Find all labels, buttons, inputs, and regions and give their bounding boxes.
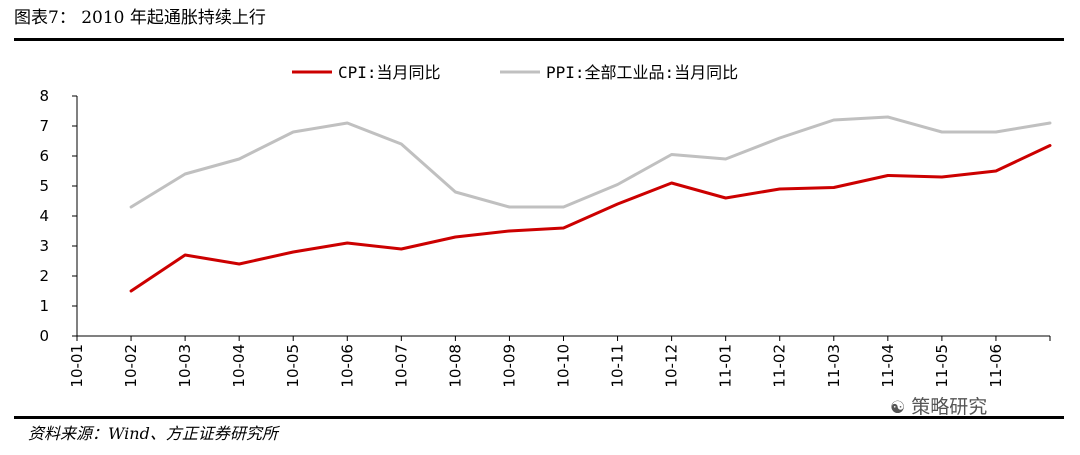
- x-tick-label: 10-04: [230, 344, 248, 388]
- x-tick-label: 11-03: [825, 344, 843, 388]
- source-note: 资料来源：Wind、方正证券研究所: [28, 424, 278, 443]
- x-tick-label: 11-04: [879, 344, 897, 388]
- watermark: ☯ 策略研究: [890, 392, 987, 419]
- y-tick-label: 5: [39, 177, 49, 195]
- legend-label: PPI:全部工业品:当月同比: [546, 63, 738, 82]
- x-tick-label: 10-05: [284, 344, 302, 388]
- x-tick-label: 11-06: [987, 344, 1005, 388]
- x-tick-label: 11-02: [771, 344, 789, 388]
- x-tick-label: 10-11: [609, 344, 627, 388]
- series-line: [129, 144, 1052, 293]
- y-tick-label: 4: [39, 207, 49, 225]
- x-tick-label: 10-02: [122, 344, 140, 388]
- x-tick-label: 10-03: [176, 344, 194, 388]
- y-tick-label: 2: [39, 267, 49, 285]
- y-tick-label: 1: [39, 297, 49, 315]
- bottom-rule: [14, 416, 1064, 419]
- x-tick-label: 10-08: [446, 344, 464, 388]
- x-tick-label: 10-09: [500, 344, 518, 388]
- x-tick-label: 11-05: [933, 344, 951, 388]
- x-tick-label: 10-07: [392, 344, 410, 388]
- series-line: [129, 115, 1052, 209]
- legend-label: CPI:当月同比: [338, 63, 441, 82]
- wechat-icon: ☯: [890, 398, 906, 418]
- x-tick-label: 10-10: [555, 344, 573, 388]
- y-tick-label: 3: [39, 237, 49, 255]
- x-tick-label: 10-06: [338, 344, 356, 388]
- y-tick-label: 8: [39, 87, 49, 105]
- y-tick-label: 0: [39, 327, 49, 345]
- y-tick-label: 6: [39, 147, 49, 165]
- watermark-text: 策略研究: [911, 396, 988, 418]
- x-tick-label: 10-12: [663, 344, 681, 388]
- chart-title: 图表7： 2010 年起通胀持续上行: [14, 8, 266, 28]
- x-tick-label: 10-01: [68, 344, 86, 388]
- top-rule: [14, 38, 1064, 41]
- y-tick-label: 7: [39, 117, 49, 135]
- x-tick-label: 11-01: [717, 344, 735, 388]
